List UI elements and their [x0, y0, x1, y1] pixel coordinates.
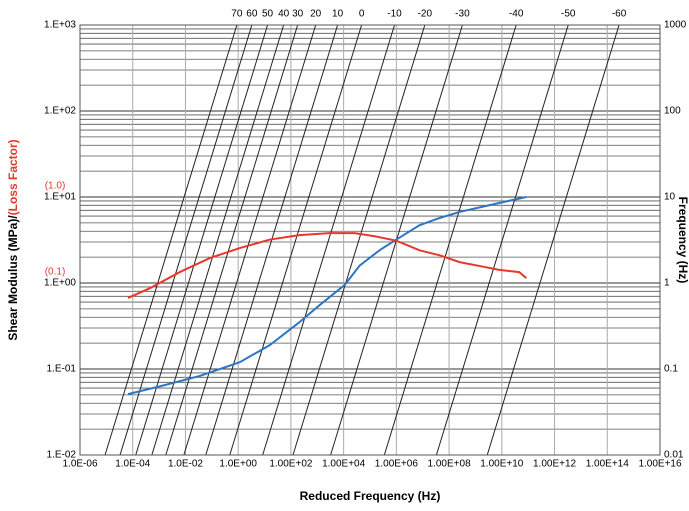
x-tick-label: 1.00E+14 [586, 459, 630, 470]
y-tick-label: 1.E+00 [44, 278, 76, 289]
x-axis-label: Reduced Frequency (Hz) [300, 489, 441, 503]
x-tick-label: 1.00E+02 [269, 459, 313, 470]
isotherm [165, 24, 299, 456]
annotation: (1.0) [45, 181, 66, 192]
x-tick-label: 1.00E+08 [428, 459, 472, 470]
isotherm-label: 50 [262, 9, 274, 20]
y2-axis-label: Frequency (Hz) [676, 197, 689, 284]
y2-tick-label: 10 [664, 192, 676, 203]
y-tick-label: 1.E-02 [47, 450, 77, 461]
curve [127, 196, 527, 396]
isotherm-label: 30 [292, 9, 304, 20]
annotation: (0.1) [45, 267, 66, 278]
y-tick-label: 1.E+01 [44, 192, 76, 203]
plot-frame [79, 24, 661, 456]
isotherm [119, 24, 253, 456]
isotherm [486, 24, 620, 456]
x-tick-label: 1.00E+12 [533, 459, 577, 470]
isotherm-label: 40 [278, 9, 290, 20]
isotherm-label: -50 [561, 9, 576, 20]
x-tick-label: 1.0E+00 [219, 459, 257, 470]
isotherm [435, 24, 569, 456]
x-tick-label: 1.00E+06 [375, 459, 419, 470]
isotherm-label: 10 [332, 9, 344, 20]
isotherm-label: 0 [359, 9, 365, 20]
curves [127, 196, 527, 396]
isotherm [262, 24, 395, 456]
y-tick-label: 1.E+03 [44, 20, 76, 31]
isotherm [292, 24, 426, 456]
isotherm-label: -10 [387, 9, 402, 20]
x-tick-label: 1.0E-02 [168, 459, 203, 470]
y2-tick-label: 100 [664, 106, 681, 117]
isotherm [135, 24, 269, 456]
isotherm [383, 24, 517, 456]
y-label-red: (Loss Factor) [6, 139, 20, 215]
y2-tick-label: 1000 [664, 20, 687, 31]
isotherm [151, 24, 285, 456]
y-axis-label: Shear Modulus (MPa)/(Loss Factor) [6, 139, 20, 340]
isotherm-label: 20 [310, 9, 322, 20]
isotherm [229, 24, 363, 456]
y2-tick-label: 0.1 [664, 364, 678, 375]
y-label-black: Shear Modulus (MPa)/ [6, 215, 20, 341]
isotherm [104, 24, 238, 456]
x-tick-label: 1.0E-04 [115, 459, 150, 470]
isotherm-label: -20 [418, 9, 433, 20]
isotherms [104, 24, 620, 456]
y-tick-label: 1.E-01 [47, 364, 77, 375]
isotherm-label: 70 [231, 9, 243, 20]
isotherm-label: -30 [455, 9, 470, 20]
isotherm-label: -60 [612, 9, 627, 20]
x-tick-label: 1.00E+04 [322, 459, 366, 470]
isotherm-label: -40 [509, 9, 524, 20]
x-tick-label: 1.00E+16 [638, 459, 682, 470]
x-tick-label: 1.0E-06 [62, 459, 97, 470]
y-tick-label: 1.E+02 [44, 106, 76, 117]
x-tick-label: 1.00E+10 [480, 459, 524, 470]
y2-tick-label: 1 [664, 278, 670, 289]
grid [79, 24, 661, 456]
y2-tick-label: 0.01 [664, 450, 684, 461]
isotherm-label: 60 [246, 9, 258, 20]
curve [127, 232, 527, 299]
isotherm [183, 24, 317, 456]
